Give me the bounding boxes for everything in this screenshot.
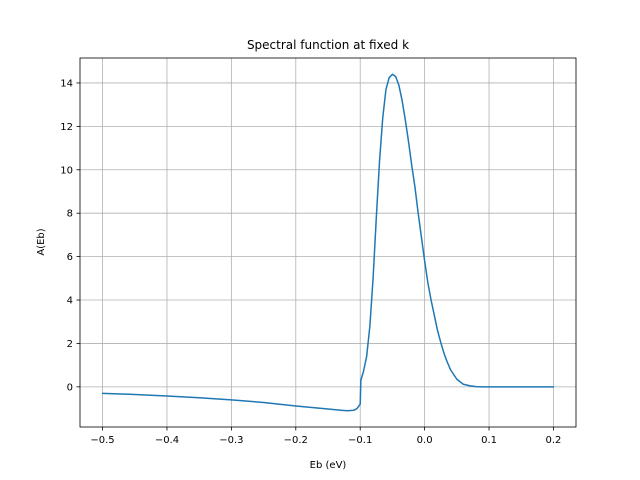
y-tick-label: 4 — [67, 296, 73, 307]
chart-title: Spectral function at fixed k — [247, 38, 409, 52]
x-tick-label: −0.4 — [155, 435, 179, 446]
y-tick-label: 2 — [67, 339, 73, 350]
x-tick-label: 0.2 — [546, 435, 562, 446]
grid-lines — [80, 58, 576, 427]
x-tick-label: −0.1 — [348, 435, 372, 446]
y-axis-label: A(Eb) — [36, 228, 47, 255]
x-tick-label: −0.5 — [90, 435, 114, 446]
x-tick-label: −0.3 — [219, 435, 243, 446]
y-tick-label: 6 — [67, 252, 73, 263]
x-axis-ticks: −0.5 −0.4 −0.3 −0.2 −0.1 0.0 0.1 0.2 — [90, 427, 561, 446]
plot-frame — [79, 57, 577, 428]
y-tick-label: 8 — [67, 209, 73, 220]
x-tick-label: 0.0 — [417, 435, 433, 446]
y-tick-label: 0 — [67, 382, 73, 393]
series-layer — [101, 73, 555, 412]
x-axis-label: Eb (eV) — [310, 460, 347, 471]
y-axis-ticks: 0 2 4 6 8 10 12 14 — [60, 78, 80, 393]
x-tick-label: 0.1 — [481, 435, 497, 446]
y-tick-label: 10 — [60, 165, 73, 176]
spectral-series-line — [101, 73, 555, 412]
y-tick-label: 12 — [60, 122, 73, 133]
x-tick-label: −0.2 — [284, 435, 308, 446]
y-tick-label: 14 — [60, 78, 73, 89]
